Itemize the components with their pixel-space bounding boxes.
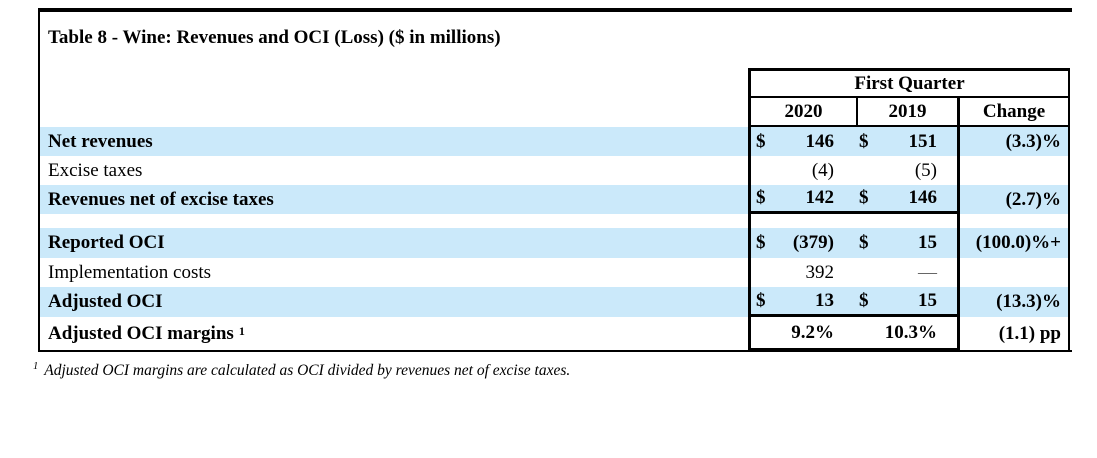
table-row-revenues-net: Revenues net of excise taxes $142 $146 (… — [40, 185, 1070, 214]
table-row-excise-taxes: Excise taxes (4) (5) — [40, 156, 1070, 185]
table-row-reported-oci: Reported OCI $ (379) $15 (100.0)%+ — [40, 228, 1070, 258]
cell-change — [960, 258, 1070, 287]
value-2019: 15 — [918, 232, 937, 253]
year-values-cell: $142 $146 — [748, 185, 960, 214]
column-header-change: Change — [982, 100, 1046, 122]
cell-change: (100.0)%+ — [960, 228, 1070, 258]
footnote-reference: 1 — [238, 324, 245, 338]
value-2020: 392 — [805, 261, 835, 283]
value-2020: 9.2% — [791, 321, 834, 343]
value-2019: 10.3% — [884, 321, 937, 343]
year-values-cell: $ (379) $15 — [748, 228, 960, 258]
cell-change: (1.1) pp — [960, 317, 1070, 350]
footnote: 1 Adjusted OCI margins are calculated as … — [33, 361, 570, 380]
value-2019: 15 — [918, 289, 937, 311]
table-row-net-revenues: Net revenues $146 $151 (3.3)% — [40, 127, 1070, 156]
cell-change: (2.7)% — [960, 185, 1070, 214]
financial-table: Table 8 - Wine: Revenues and OCI (Loss) … — [38, 8, 1072, 352]
table-row-adjusted-oci-margins: Adjusted OCI margins 1 9.2% 10.3% (1.1) p… — [40, 317, 1070, 350]
value-2019: 146 — [908, 187, 938, 208]
cell-2020: 392 — [751, 258, 854, 287]
value-2019: — — [918, 261, 937, 283]
column-header-2019: 2019 — [858, 98, 960, 125]
table-row-implementation-costs: Implementation costs 392 — — [40, 258, 1070, 287]
table-title: Table 8 - Wine: Revenues and OCI (Loss) … — [48, 27, 501, 48]
value-2020: 142 — [805, 187, 835, 208]
row-label: Reported OCI — [40, 228, 748, 258]
value-2020: 146 — [805, 130, 835, 152]
cell-2019: $151 — [854, 127, 957, 156]
cell-2019: $15 — [854, 228, 957, 258]
dollar-sign: $ — [859, 187, 869, 208]
cell-2019: $15 — [854, 287, 957, 314]
row-label-text: Adjusted OCI — [48, 291, 163, 312]
year-values-cell: 9.2% 10.3% — [748, 317, 960, 350]
dollar-sign: $ — [859, 130, 869, 152]
row-label-text: Net revenues — [48, 130, 153, 152]
cell-2019: $146 — [854, 185, 957, 211]
row-label: Excise taxes — [40, 156, 748, 185]
cell-2019: (5) — [854, 156, 957, 185]
year-values-cell: $146 $151 — [748, 127, 960, 156]
row-label: Adjusted OCI — [40, 287, 748, 317]
cell-change: (3.3)% — [960, 127, 1070, 156]
row-label-text: Implementation costs — [48, 261, 212, 283]
row-label-text: Reported OCI — [48, 232, 165, 253]
column-header-row: 2020 2019 Change — [748, 98, 1070, 127]
table-body: Net revenues $146 $151 (3.3)% Excise tax… — [40, 127, 1070, 350]
spacer-change — [960, 214, 1070, 228]
cell-change — [960, 156, 1070, 185]
period-group-header: First Quarter — [748, 68, 1070, 98]
dollar-sign: $ — [756, 187, 766, 208]
value-2020: 13 — [815, 289, 834, 311]
value-2020: (379) — [792, 232, 834, 253]
column-header-2020: 2020 — [751, 98, 858, 125]
table-row-adjusted-oci: Adjusted OCI $13 $15 (13.3)% — [40, 287, 1070, 317]
dollar-sign: $ — [756, 130, 766, 152]
row-label-text: Excise taxes — [48, 159, 143, 181]
spacer-data — [748, 214, 960, 228]
spacer-label — [40, 214, 748, 228]
cell-2019: 10.3% — [854, 317, 957, 348]
dollar-sign: $ — [859, 232, 869, 253]
row-label: Implementation costs — [40, 258, 748, 287]
value-2020: (4) — [811, 159, 834, 181]
value-2019: 151 — [908, 130, 938, 152]
footnote-text: Adjusted OCI margins are calculated as O… — [44, 362, 571, 380]
value-2019: (5) — [914, 159, 937, 181]
cell-2019: — — [854, 258, 957, 287]
row-label: Adjusted OCI margins 1 — [40, 317, 748, 350]
year-values-cell: (4) (5) — [748, 156, 960, 185]
dollar-sign: $ — [859, 289, 869, 311]
spacer-row — [40, 214, 1070, 228]
cell-2020: (4) — [751, 156, 854, 185]
cell-2020: $142 — [751, 185, 854, 211]
year-values-cell: $13 $15 — [748, 287, 960, 317]
cell-2020: $146 — [751, 127, 854, 156]
dollar-sign: $ — [756, 289, 766, 311]
row-label-text: Adjusted OCI margins — [48, 322, 234, 344]
cell-2020: $ (379) — [751, 228, 854, 258]
row-label: Revenues net of excise taxes — [40, 185, 748, 214]
cell-2020: 9.2% — [751, 317, 854, 348]
row-label-text: Revenues net of excise taxes — [48, 188, 274, 210]
year-values-cell: 392 — — [748, 258, 960, 287]
row-label: Net revenues — [40, 127, 748, 156]
dollar-sign: $ — [756, 232, 766, 253]
footnote-marker: 1 — [33, 361, 39, 372]
cell-change: (13.3)% — [960, 287, 1070, 317]
cell-2020: $13 — [751, 287, 854, 314]
